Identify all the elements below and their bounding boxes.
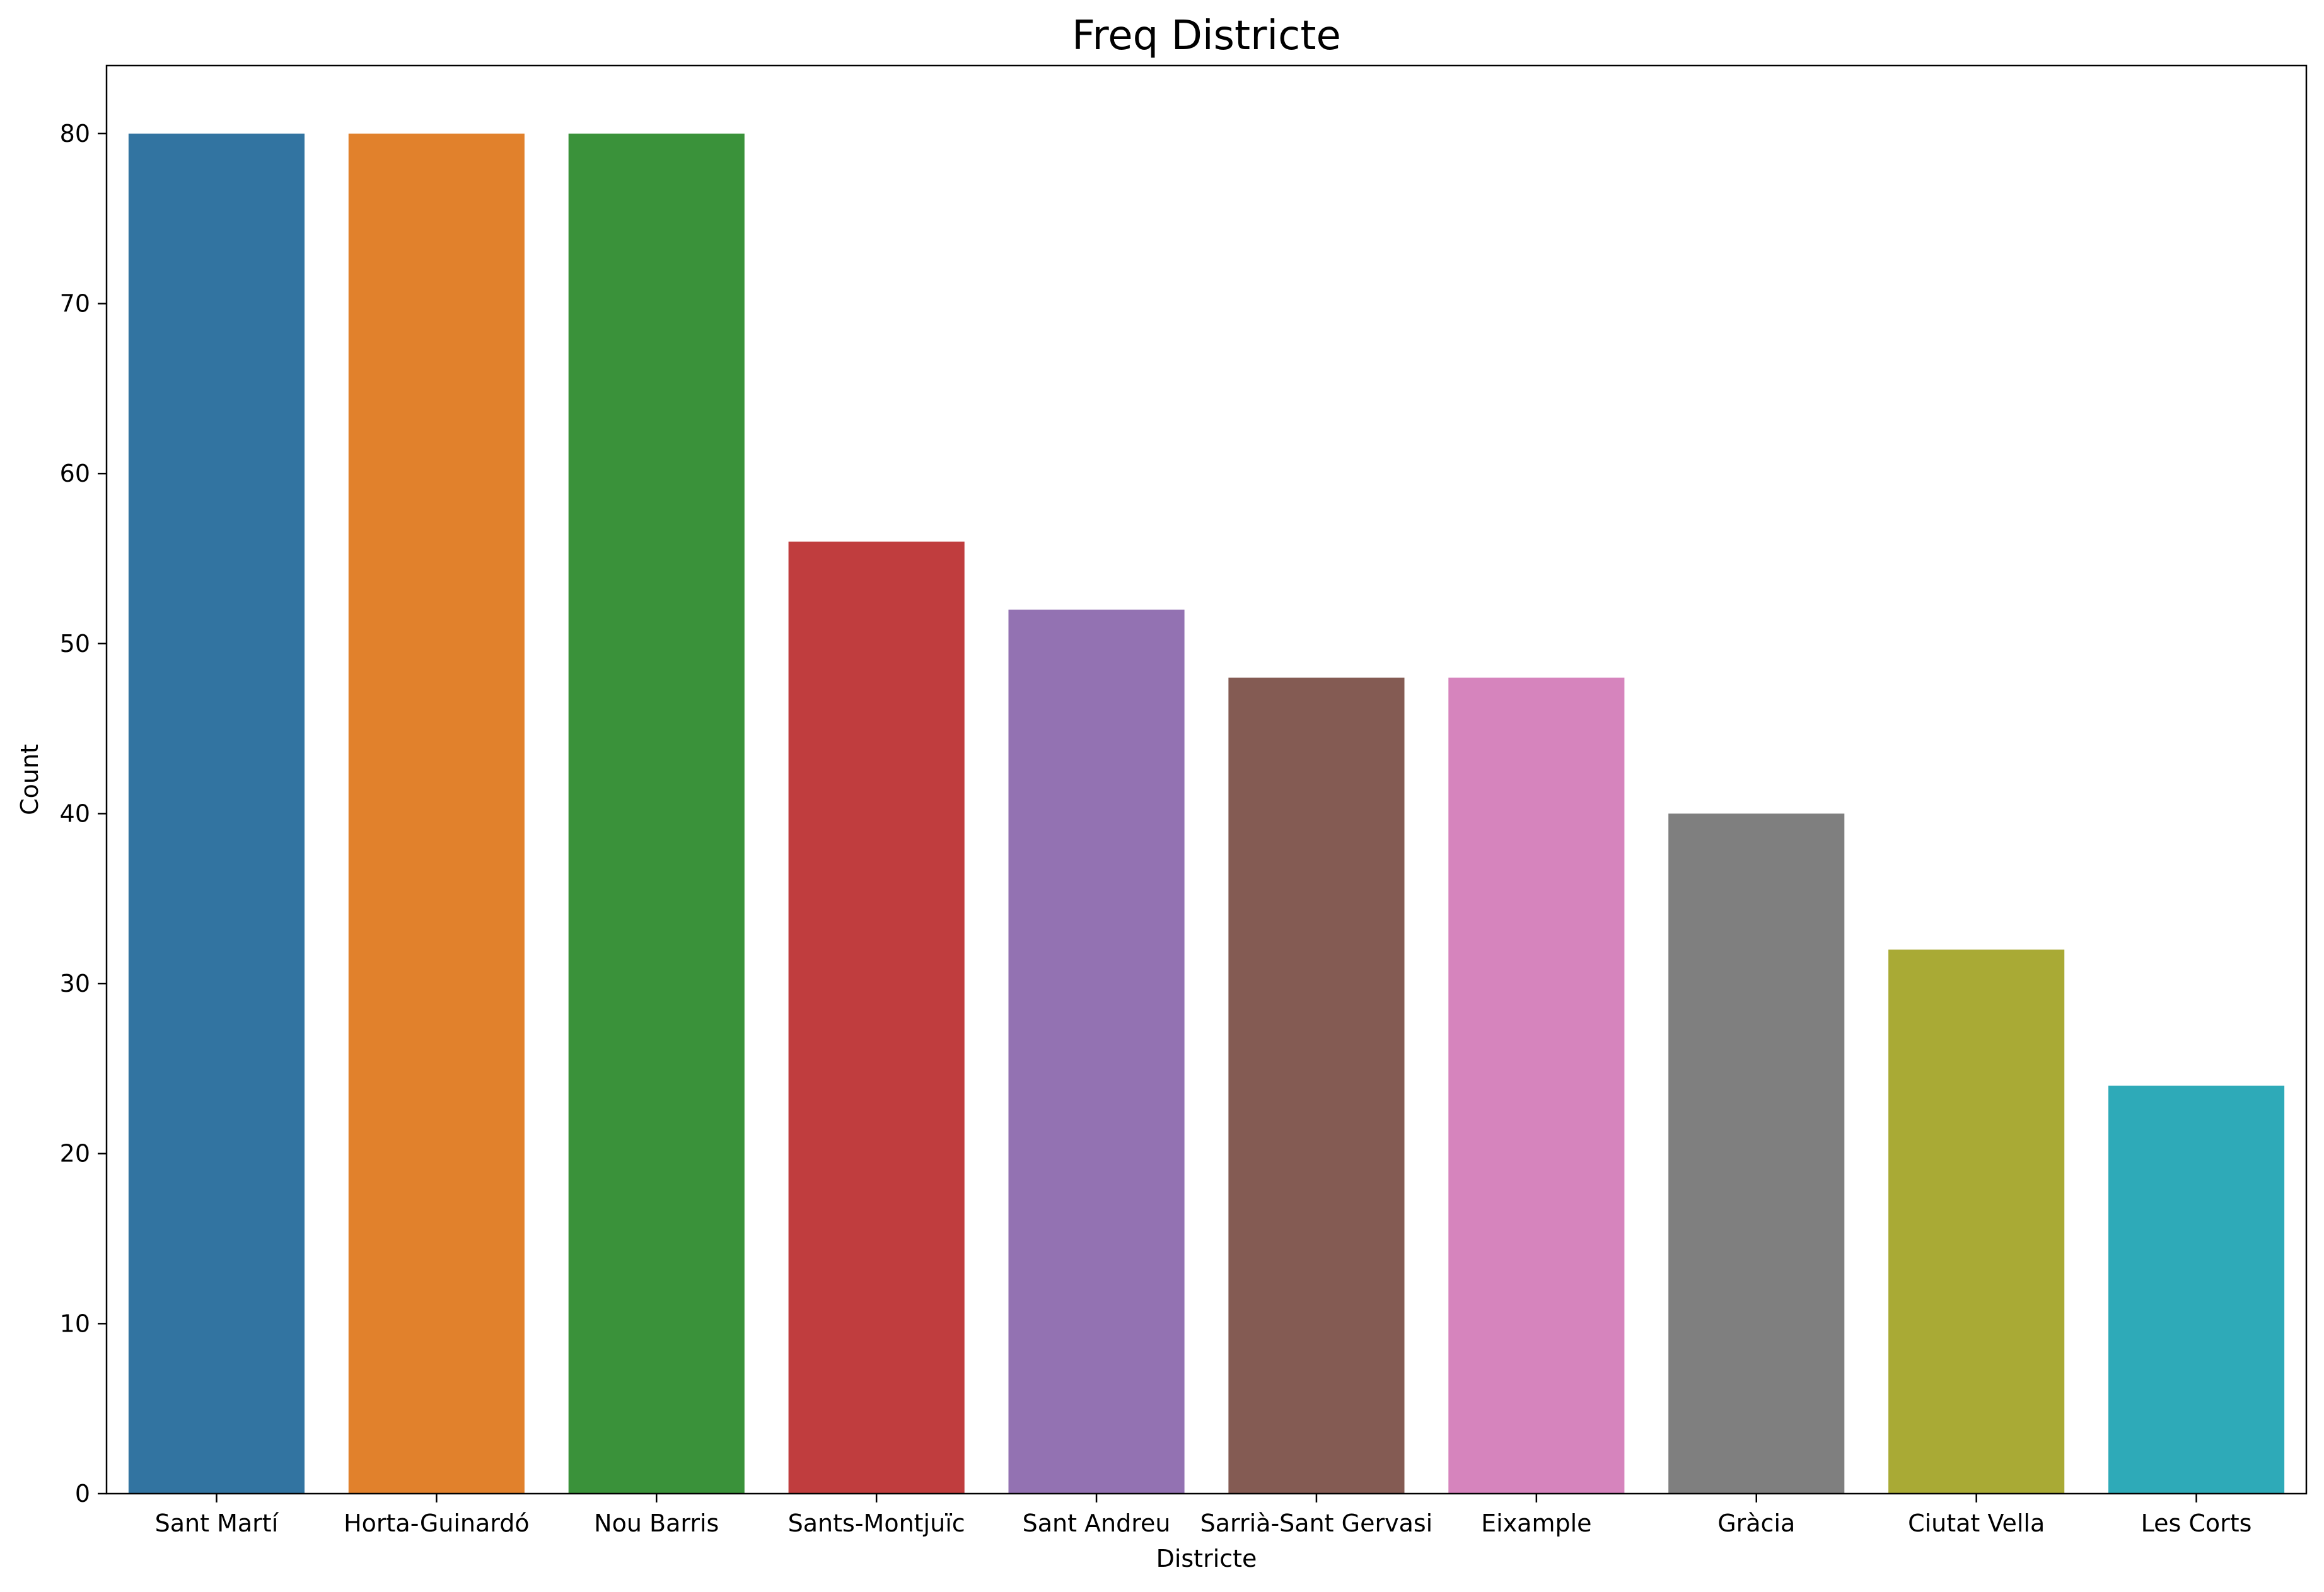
- y-tick-label: 0: [75, 1480, 90, 1508]
- bar-4: [1008, 609, 1185, 1494]
- x-tick-label: Sants-Montjuïc: [788, 1509, 965, 1537]
- y-tick-label: 70: [60, 290, 90, 318]
- chart-title: Freq Districte: [1072, 13, 1341, 59]
- x-tick-label: Les Corts: [2141, 1509, 2252, 1537]
- y-axis-title: Count: [16, 744, 44, 815]
- bar-7: [1668, 813, 1845, 1494]
- bars-group: [128, 133, 2285, 1494]
- y-tick-label: 40: [60, 799, 90, 827]
- x-tick-label: Horta-Guinardó: [344, 1509, 530, 1537]
- bar-3: [788, 542, 965, 1494]
- x-tick-label: Sarrià-Sant Gervasi: [1200, 1509, 1433, 1537]
- y-tick-label: 10: [60, 1310, 90, 1337]
- bar-8: [1888, 950, 2065, 1494]
- bar-2: [568, 133, 745, 1494]
- x-axis-ticks: Sant Martí Horta-Guinardó Nou Barris Sants-…: [155, 1494, 2252, 1537]
- x-tick-label: Nou Barris: [594, 1509, 719, 1537]
- x-tick-label: Eixample: [1481, 1509, 1591, 1537]
- x-axis-title: Districte: [1156, 1545, 1257, 1572]
- y-tick-label: 20: [60, 1140, 90, 1168]
- y-tick-label: 60: [60, 460, 90, 487]
- y-tick-label: 80: [60, 120, 90, 148]
- x-tick-label: Sant Martí: [155, 1509, 279, 1537]
- x-tick-label: Sant Andreu: [1023, 1509, 1171, 1537]
- y-tick-label: 50: [60, 630, 90, 658]
- bar-6: [1448, 677, 1625, 1494]
- x-tick-label: Ciutat Vella: [1908, 1509, 2045, 1537]
- plot-frame: [105, 64, 2308, 1495]
- y-axis-ticks: 0 10 20 30 40 50 60 70 80: [60, 120, 107, 1508]
- y-tick-label: 30: [60, 970, 90, 997]
- bar-5: [1228, 677, 1405, 1494]
- x-tick-label: Gràcia: [1717, 1509, 1795, 1537]
- bar-0: [128, 133, 305, 1494]
- bar-9: [2108, 1085, 2285, 1494]
- bar-1: [348, 133, 525, 1494]
